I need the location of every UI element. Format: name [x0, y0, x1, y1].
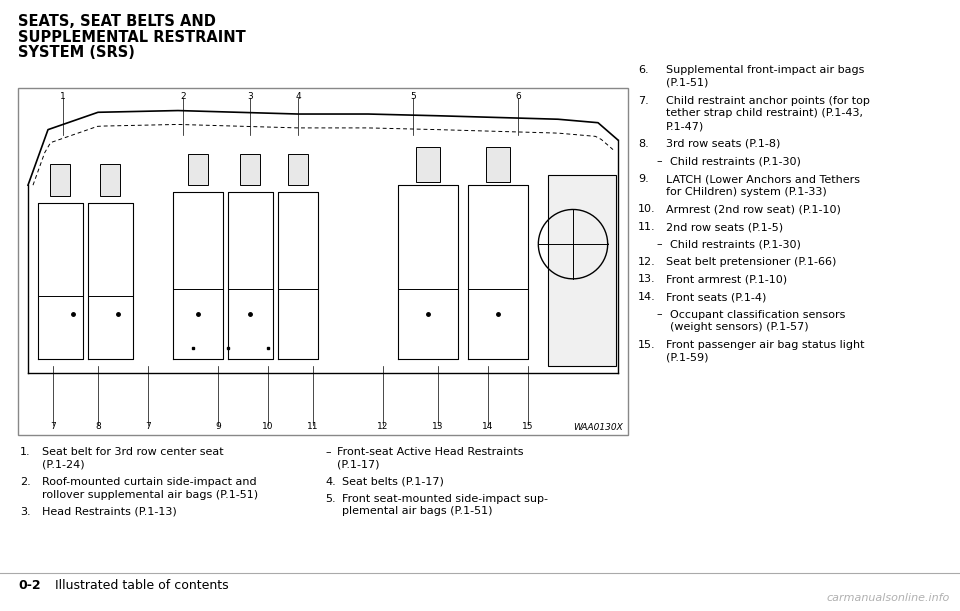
- Text: Armrest (2nd row seat) (P.1-10): Armrest (2nd row seat) (P.1-10): [666, 205, 841, 214]
- Bar: [486, 147, 510, 181]
- Text: 6.: 6.: [638, 65, 649, 75]
- Bar: [288, 154, 308, 185]
- Text: 7: 7: [145, 422, 151, 431]
- Text: 1: 1: [60, 92, 66, 101]
- Text: WAA0130X: WAA0130X: [573, 423, 623, 432]
- Text: Child restraints (P.1-30): Child restraints (P.1-30): [670, 240, 801, 249]
- Text: 3rd row seats (P.1-8): 3rd row seats (P.1-8): [666, 139, 780, 149]
- Text: SUPPLEMENTAL RESTRAINT: SUPPLEMENTAL RESTRAINT: [18, 29, 246, 45]
- Bar: [50, 164, 70, 196]
- Text: 15.: 15.: [638, 340, 656, 350]
- Text: SEATS, SEAT BELTS AND: SEATS, SEAT BELTS AND: [18, 14, 216, 29]
- Text: Roof-mounted curtain side-impact and
rollover supplemental air bags (P.1-51): Roof-mounted curtain side-impact and rol…: [42, 477, 258, 500]
- Text: 0-2: 0-2: [18, 579, 40, 592]
- Bar: [548, 175, 616, 365]
- Text: Occupant classification sensors
(weight sensors) (P.1-57): Occupant classification sensors (weight …: [670, 310, 846, 332]
- Text: 5.: 5.: [325, 494, 336, 503]
- Text: 15: 15: [522, 422, 534, 431]
- Text: Front seat-mounted side-impact sup-
plemental air bags (P.1-51): Front seat-mounted side-impact sup- plem…: [342, 494, 548, 516]
- Text: Front seats (P.1-4): Front seats (P.1-4): [666, 292, 766, 302]
- Text: 2: 2: [180, 92, 186, 101]
- Text: SYSTEM (SRS): SYSTEM (SRS): [18, 45, 134, 60]
- Text: LATCH (Lower Anchors and Tethers
for CHildren) system (P.1-33): LATCH (Lower Anchors and Tethers for CHi…: [666, 174, 860, 197]
- Text: 8: 8: [95, 422, 101, 431]
- Text: 4.: 4.: [325, 477, 336, 487]
- Text: 2nd row seats (P.1-5): 2nd row seats (P.1-5): [666, 222, 783, 232]
- Text: 10.: 10.: [638, 205, 656, 214]
- Text: Seat belts (P.1-17): Seat belts (P.1-17): [342, 477, 444, 487]
- Text: 5: 5: [410, 92, 416, 101]
- Text: carmanualsonline.info: carmanualsonline.info: [827, 593, 950, 603]
- Text: –: –: [656, 310, 661, 320]
- Text: –: –: [325, 447, 330, 457]
- Text: 4: 4: [295, 92, 300, 101]
- Text: 2.: 2.: [20, 477, 31, 487]
- Text: Front-seat Active Head Restraints
(P.1-17): Front-seat Active Head Restraints (P.1-1…: [337, 447, 523, 470]
- Text: –: –: [656, 240, 661, 249]
- Text: 11: 11: [307, 422, 319, 431]
- Text: 3: 3: [247, 92, 252, 101]
- Text: 7.: 7.: [638, 95, 649, 106]
- Text: Front armrest (P.1-10): Front armrest (P.1-10): [666, 274, 787, 285]
- Text: 6: 6: [516, 92, 521, 101]
- Bar: [188, 154, 208, 185]
- Text: Supplemental front-impact air bags
(P.1-51): Supplemental front-impact air bags (P.1-…: [666, 65, 864, 88]
- Text: 9.: 9.: [638, 174, 649, 184]
- Text: 13.: 13.: [638, 274, 656, 285]
- Text: Head Restraints (P.1-13): Head Restraints (P.1-13): [42, 507, 177, 517]
- Bar: [416, 147, 440, 181]
- Text: Illustrated table of contents: Illustrated table of contents: [55, 579, 228, 592]
- Text: 10: 10: [262, 422, 274, 431]
- Text: 9: 9: [215, 422, 221, 431]
- Text: Front passenger air bag status light
(P.1-59): Front passenger air bag status light (P.…: [666, 340, 865, 363]
- Text: 12.: 12.: [638, 257, 656, 267]
- Text: 8.: 8.: [638, 139, 649, 149]
- Text: 3.: 3.: [20, 507, 31, 517]
- Text: Seat belt pretensioner (P.1-66): Seat belt pretensioner (P.1-66): [666, 257, 836, 267]
- Text: 12: 12: [377, 422, 389, 431]
- Text: Child restraints (P.1-30): Child restraints (P.1-30): [670, 156, 801, 167]
- Text: 7: 7: [50, 422, 56, 431]
- Bar: [240, 154, 260, 185]
- Bar: [18, 88, 628, 435]
- Text: 11.: 11.: [638, 222, 656, 232]
- Text: 1.: 1.: [20, 447, 31, 457]
- Text: Seat belt for 3rd row center seat
(P.1-24): Seat belt for 3rd row center seat (P.1-2…: [42, 447, 224, 470]
- Text: –: –: [656, 156, 661, 167]
- Text: 14.: 14.: [638, 292, 656, 302]
- Text: 13: 13: [432, 422, 444, 431]
- Text: Child restraint anchor points (for top
tether strap child restraint) (P.1-43,
P.: Child restraint anchor points (for top t…: [666, 95, 870, 131]
- Bar: [100, 164, 120, 196]
- Text: 14: 14: [482, 422, 493, 431]
